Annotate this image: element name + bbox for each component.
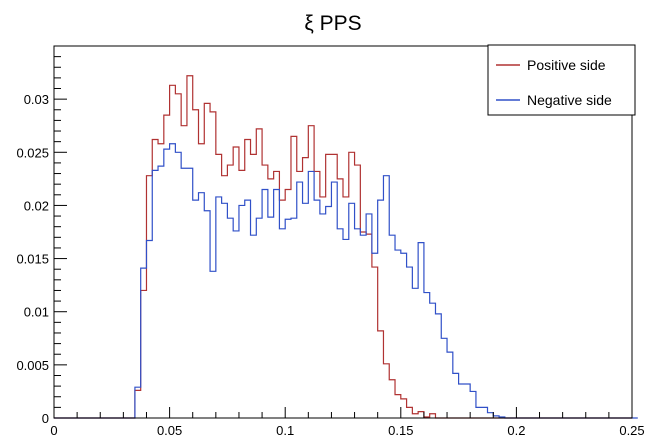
legend-label-positive: Positive side: [527, 57, 606, 73]
y-tick-label: 0: [42, 411, 49, 426]
y-tick-label: 0.02: [24, 198, 49, 213]
chart-title: ξ PPS: [304, 12, 361, 35]
legend-label-negative: Negative side: [527, 92, 612, 108]
y-tick-label: 0.015: [16, 252, 49, 267]
x-tick-label: 0.15: [388, 423, 413, 438]
y-tick-label: 0.01: [24, 305, 49, 320]
x-tick-label: 0.05: [157, 423, 182, 438]
y-axis: 0 0.005 0.01 0.015 0.02 0.025 0.03: [16, 45, 67, 426]
x-tick-label: 0: [50, 423, 57, 438]
legend-box: [487, 44, 636, 116]
x-axis: 0 0.05 0.1 0.15 0.2 0.25: [50, 407, 645, 438]
x-tick-label: 0.1: [276, 423, 294, 438]
x-tick-label: 0.25: [619, 423, 644, 438]
y-tick-label: 0.03: [24, 92, 49, 107]
x-tick-label: 0.2: [507, 423, 525, 438]
y-tick-label: 0.025: [16, 145, 49, 160]
y-tick-label: 0.005: [16, 358, 49, 373]
legend: Positive side Negative side: [487, 44, 636, 116]
plot-frame: [53, 45, 633, 419]
